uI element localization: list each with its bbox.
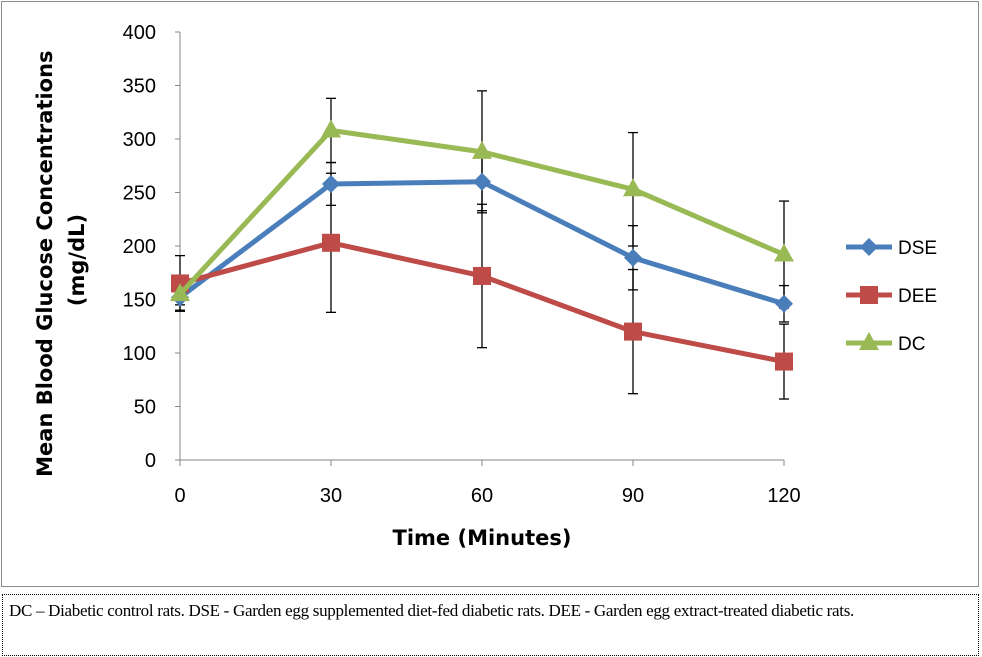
data-point-dc <box>170 283 190 302</box>
figure-caption: DC – Diabetic control rats. DSE - Garden… <box>2 594 979 656</box>
line-chart: 0 50 100 150 200 250 300 350 400 0 30 60 90 120 DSE DE… <box>33 22 937 550</box>
y-tick-label: 250 <box>123 183 156 205</box>
y-tick-label: 150 <box>123 290 156 312</box>
data-point-dse <box>775 294 793 313</box>
data-point-dse <box>322 174 340 193</box>
y-tick-label: 300 <box>123 129 156 151</box>
legend-label-dse: DSE <box>898 238 937 259</box>
legend-label-dc: DC <box>898 334 925 355</box>
y-tick-label: 100 <box>123 343 156 365</box>
data-point-dse <box>473 172 491 191</box>
legend-label-dee: DEE <box>898 286 937 307</box>
x-tick-label: 120 <box>767 485 800 507</box>
y-tick-label: 350 <box>123 76 156 98</box>
data-point-dee <box>473 266 491 285</box>
data-point-dc <box>623 178 643 197</box>
axes: 0 50 100 150 200 250 300 350 400 0 30 60 90 120 <box>123 22 801 507</box>
y-tick-label: 400 <box>123 22 156 44</box>
y-axis-title: Mean Blood Glucose Concentrations (mg/dL… <box>33 43 89 477</box>
y-tick-label: 200 <box>123 236 156 258</box>
y-axis-title-line-2: (mg/dL) <box>65 214 89 306</box>
data-point-dc <box>472 140 492 159</box>
x-tick-label: 90 <box>622 485 644 507</box>
data-point-dee <box>624 322 642 341</box>
x-axis-title: Time (Minutes) <box>393 526 572 550</box>
y-axis-title-line-1: Mean Blood Glucose Concentrations <box>33 50 57 476</box>
y-tick-label: 50 <box>134 397 156 419</box>
data-point-dee <box>322 233 340 252</box>
data-point-dc <box>321 119 341 138</box>
chart-frame <box>1 1 979 587</box>
error-bars <box>175 90 789 400</box>
legend: DSE DEE DC <box>846 238 937 355</box>
legend-marker-dc <box>859 332 879 350</box>
data-point-dc <box>774 243 794 262</box>
data-point-dee <box>775 352 793 371</box>
x-tick-label: 60 <box>471 485 493 507</box>
x-tick-label: 30 <box>320 485 342 507</box>
series-lines <box>170 119 794 371</box>
legend-marker-dse <box>860 238 878 256</box>
data-point-dse <box>624 248 642 267</box>
y-tick-label: 0 <box>145 450 156 472</box>
x-tick-label: 0 <box>174 485 185 507</box>
legend-marker-dee <box>860 286 878 304</box>
